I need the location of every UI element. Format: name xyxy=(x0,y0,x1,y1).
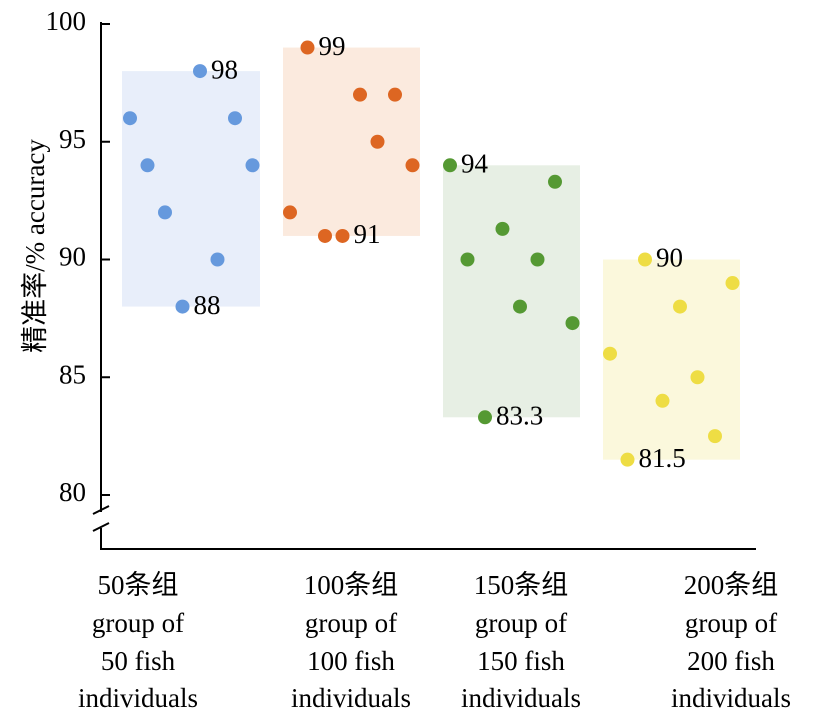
axis-break-mark-1 xyxy=(92,505,110,515)
category-label-line: 50 fish xyxy=(101,646,176,676)
data-point xyxy=(565,316,580,331)
category-label-line: 200 fish xyxy=(687,646,775,676)
data-point xyxy=(443,158,457,173)
data-point xyxy=(405,158,420,173)
data-point xyxy=(335,228,350,243)
data-label: 81.5 xyxy=(639,443,686,473)
category-label-line: 150 fish xyxy=(477,646,565,676)
category-labels: 50条组 group of 50 fish individuals 100条组 group… xyxy=(78,570,791,713)
y-axis-label: 精准率/% accuracy xyxy=(20,139,50,353)
data-point xyxy=(388,87,402,102)
data-point xyxy=(175,299,190,314)
category-label-line: individuals xyxy=(671,683,791,713)
range-boxes xyxy=(122,47,740,460)
category-label-line: group of xyxy=(685,608,777,638)
data-point xyxy=(620,452,635,467)
data-label: 91 xyxy=(354,219,381,249)
y-ticks: 80 85 90 95 100 xyxy=(46,6,110,507)
data-point xyxy=(603,346,617,361)
range-box xyxy=(283,47,420,236)
data-point xyxy=(655,393,670,408)
category-label-line: individuals xyxy=(78,683,198,713)
y-tick-label: 95 xyxy=(59,124,86,154)
data-point xyxy=(460,252,475,267)
data-point xyxy=(725,276,740,291)
category-label-line: group of xyxy=(305,608,397,638)
data-point xyxy=(193,64,207,79)
category-label-line: 100条组 xyxy=(304,570,399,600)
data-point xyxy=(690,370,705,385)
data-points xyxy=(123,40,740,467)
data-point xyxy=(673,299,687,314)
data-point xyxy=(513,299,527,314)
category-label-line: 200条组 xyxy=(684,570,779,600)
category-label-line: individuals xyxy=(461,683,581,713)
axis-break-mark-2 xyxy=(92,522,110,532)
data-point xyxy=(228,111,242,126)
y-tick-label: 85 xyxy=(59,359,86,389)
data-point xyxy=(140,158,155,173)
data-point xyxy=(158,205,172,220)
data-label: 83.3 xyxy=(496,400,543,430)
range-box xyxy=(443,165,580,418)
data-point xyxy=(318,228,332,243)
range-box xyxy=(603,259,740,460)
data-labels: 98 88 99 91 94 83.3 90 81.5 xyxy=(194,31,686,473)
range-box xyxy=(122,71,260,307)
y-tick-label: 80 xyxy=(59,477,86,507)
category-label-line: 50条组 xyxy=(98,570,179,600)
data-point xyxy=(708,429,722,444)
data-point xyxy=(245,158,260,173)
data-point xyxy=(495,221,510,236)
data-label: 99 xyxy=(319,31,346,61)
data-point xyxy=(530,252,545,267)
data-point xyxy=(370,134,385,149)
category-label-line: 100 fish xyxy=(307,646,395,676)
data-point xyxy=(300,40,315,55)
data-point xyxy=(638,252,652,267)
data-point xyxy=(210,252,225,267)
y-tick-label: 90 xyxy=(59,242,86,272)
data-label: 88 xyxy=(194,290,221,320)
y-tick-label: 100 xyxy=(46,6,87,36)
category-label-line: group of xyxy=(92,608,184,638)
data-label: 90 xyxy=(656,243,683,273)
data-point xyxy=(478,410,492,425)
data-point xyxy=(123,111,137,126)
category-label-line: 150条组 xyxy=(474,570,569,600)
category-label-line: individuals xyxy=(291,683,411,713)
data-label: 98 xyxy=(211,54,238,84)
data-point xyxy=(353,87,367,102)
data-point xyxy=(548,174,562,189)
axes xyxy=(92,22,756,550)
data-label: 94 xyxy=(461,149,489,179)
data-point xyxy=(283,205,297,220)
category-label-line: group of xyxy=(475,608,567,638)
